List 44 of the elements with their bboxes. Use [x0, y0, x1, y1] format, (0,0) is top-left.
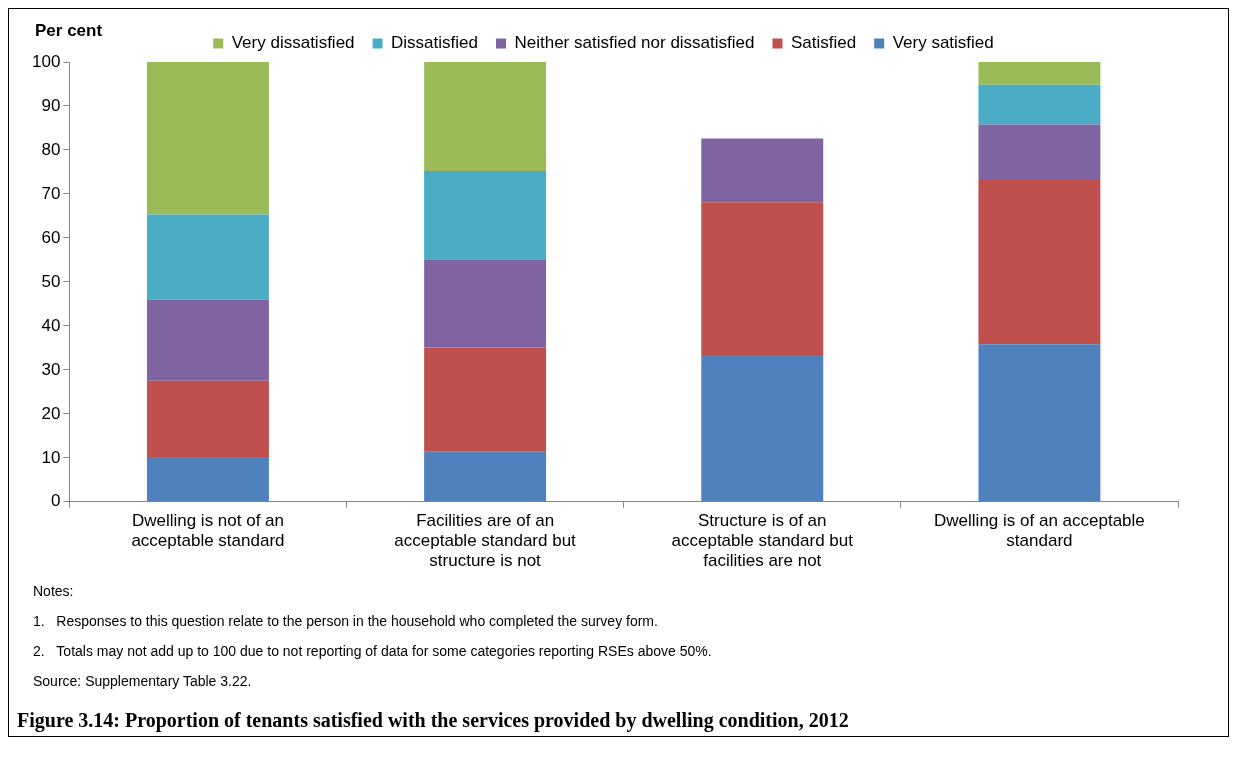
text: 1. Responses to this question relate to the person in the household who completed the survey form. [33, 613, 659, 629]
text: 2. Totals may not add up to 100 due to not reporting of data for some categories reporting RSEs above 50%. [33, 643, 713, 659]
bar [146, 380, 269, 457]
y-axis-title: Per cent [35, 20, 103, 40]
bar [701, 354, 824, 502]
text: Notes: [33, 583, 75, 599]
y-tick-label: 0 [50, 491, 61, 511]
y-tick-label: 90 [41, 95, 61, 115]
bar [146, 214, 269, 300]
y-tick-label: 80 [41, 139, 61, 159]
x-tick-label: Facilities are of an acceptable standard but structure is not [394, 510, 577, 571]
bar [701, 138, 824, 203]
x-tick-label: Structure is of an acceptable standard but facilities are not [671, 510, 854, 571]
bar [424, 451, 547, 502]
bar [978, 62, 1101, 85]
x-tick-label: Dwelling is of an acceptable standard [934, 510, 1145, 551]
bar [978, 84, 1101, 125]
legend-label: Dissatisfied [391, 33, 478, 53]
bar [146, 299, 269, 381]
text: Figure 3.14: Proportion of tenants satisfied with the services provided by dwelling condition, 2012 [16, 708, 850, 734]
y-tick-label: 30 [41, 359, 61, 379]
y-tick-label: 10 [41, 447, 61, 467]
bar [146, 62, 269, 215]
bar [424, 259, 547, 348]
legend-label: Satisfied [790, 33, 857, 53]
y-tick-label: 50 [41, 271, 61, 291]
legend-label: Very satisfied [892, 33, 994, 53]
y-tick-label: 100 [31, 51, 61, 71]
bar [424, 347, 547, 452]
bar [424, 62, 547, 172]
legend-label: Very dissatisfied [231, 33, 355, 53]
y-tick-label: 70 [41, 183, 61, 203]
x-tick-label: Dwelling is not of an acceptable standard [131, 510, 285, 551]
bar [146, 456, 269, 502]
y-tick-label: 60 [41, 227, 61, 247]
bar [978, 178, 1101, 345]
y-tick-label: 40 [41, 315, 61, 335]
bar [424, 171, 547, 260]
bar [978, 124, 1101, 179]
bar [701, 202, 824, 355]
source-note: Source: Supplementary Table 3.22. [33, 673, 253, 689]
legend-label: Neither satisfied nor dissatisfied [514, 33, 755, 53]
y-tick-label: 20 [41, 403, 61, 423]
bar [978, 344, 1101, 502]
